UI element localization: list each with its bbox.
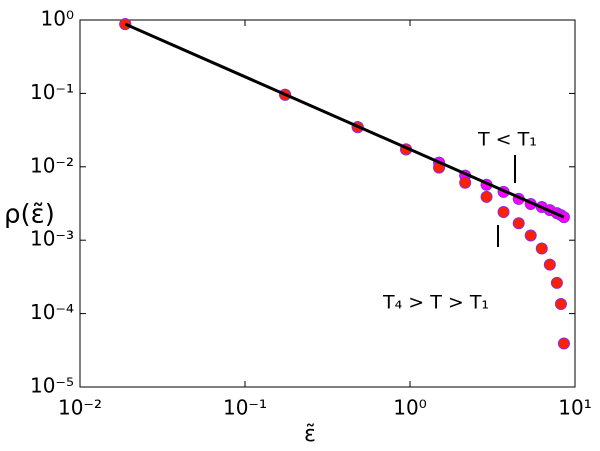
y-axis-label: ρ(ε̃) [4, 200, 55, 230]
x-tick-label: 10⁻² [58, 396, 102, 420]
data-point [543, 258, 556, 271]
data-point [550, 276, 563, 289]
x-tick-label: 10⁰ [393, 396, 426, 420]
y-tick-label: 10⁻¹ [30, 80, 74, 104]
data-point [554, 298, 567, 311]
data-point [497, 206, 510, 219]
annotation: T₄ > T > T₁ [382, 292, 489, 314]
x-tick-label: 10⁻¹ [223, 396, 267, 420]
y-tick-label: 10⁻⁴ [30, 300, 74, 324]
annotation: T < T₁ [477, 129, 537, 151]
y-tick-label: 10⁻⁵ [30, 374, 74, 398]
fit-line [124, 22, 565, 219]
plot-frame [79, 19, 576, 388]
y-tick-label: 10⁻² [30, 153, 74, 177]
data-point [459, 176, 472, 189]
x-axis-label: ε̃ [304, 422, 316, 447]
data-point [524, 229, 537, 242]
y-tick-label: 10⁻³ [30, 227, 74, 251]
data-point [535, 242, 548, 255]
data-point [557, 337, 570, 350]
x-tick-label: 10¹ [558, 396, 591, 420]
data-point [512, 217, 525, 230]
data-point [480, 190, 493, 203]
y-tick-label: 10⁰ [41, 7, 74, 31]
